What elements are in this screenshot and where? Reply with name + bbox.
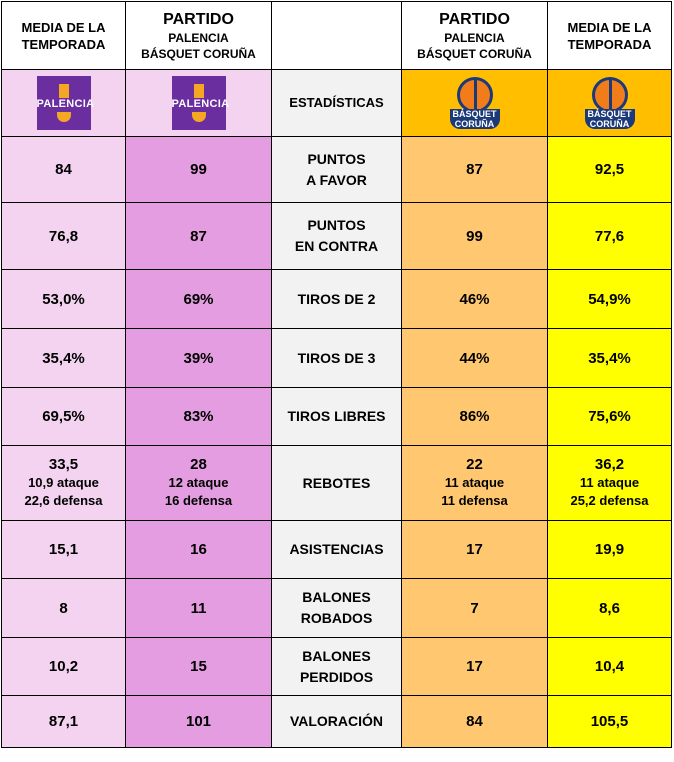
- palencia-season-value: 33,5 10,9 ataque 22,6 defensa: [1, 445, 126, 521]
- stat-row: 10,2 15 BALONES PERDIDOS 17 10,4: [1, 637, 672, 696]
- coruna-match-value: 84: [401, 695, 548, 748]
- header-match-palencia: PARTIDO PALENCIA BÁSQUET CORUÑA: [125, 1, 272, 70]
- palencia-logo-icon: PALENCIA: [171, 76, 229, 130]
- palencia-match-value: 11: [125, 578, 272, 638]
- stat-row: 87,1 101 VALORACIÓN 84 105,5: [1, 695, 672, 748]
- logo-cell: PALENCIA: [1, 69, 126, 137]
- palencia-match-value: 83%: [125, 387, 272, 446]
- stats-header-label: ESTADÍSTICAS: [289, 95, 384, 110]
- palencia-logo-icon: PALENCIA: [36, 76, 94, 130]
- header-text: MEDIA DE LA: [21, 19, 106, 35]
- stat-label: TIROS DE 2: [271, 269, 402, 329]
- header-season-avg-coruna: MEDIA DE LA TEMPORADA: [547, 1, 672, 70]
- stat-label: ASISTENCIAS: [271, 520, 402, 579]
- header-partido: PARTIDO: [439, 10, 510, 28]
- coruna-match-value: 44%: [401, 328, 548, 388]
- coruna-match-value: 17: [401, 637, 548, 696]
- palencia-match-value: 39%: [125, 328, 272, 388]
- header-team: BÁSQUET CORUÑA: [417, 46, 532, 61]
- coruna-season-value: 92,5: [547, 136, 672, 203]
- palencia-match-value: 101: [125, 695, 272, 748]
- logo-cell: BÁSQUET CORUÑA: [401, 69, 548, 137]
- palencia-season-value: 35,4%: [1, 328, 126, 388]
- coruna-season-value: 77,6: [547, 202, 672, 270]
- stat-row: 33,5 10,9 ataque 22,6 defensa 28 12 ataque 1…: [1, 445, 672, 521]
- coruna-season-value: 8,6: [547, 578, 672, 638]
- stat-row: 35,4% 39% TIROS DE 3 44% 35,4%: [1, 328, 672, 388]
- header-team: PALENCIA: [444, 30, 505, 45]
- coruna-match-value: 87: [401, 136, 548, 203]
- header-blank: [271, 1, 402, 70]
- stat-label: TIROS LIBRES: [271, 387, 402, 446]
- header-text: TEMPORADA: [567, 36, 652, 52]
- header-text: TEMPORADA: [21, 36, 106, 52]
- stats-header-cell: ESTADÍSTICAS: [271, 69, 402, 137]
- coruna-match-value: 46%: [401, 269, 548, 329]
- stat-label: PUNTOS A FAVOR: [271, 136, 402, 203]
- stat-row: 8 11 BALONES ROBADOS 7 8,6: [1, 578, 672, 638]
- stat-label: BALONES ROBADOS: [271, 578, 402, 638]
- palencia-season-value: 15,1: [1, 520, 126, 579]
- coruna-season-value: 10,4: [547, 637, 672, 696]
- header-text: MEDIA DE LA: [567, 19, 652, 35]
- logo-cell: BÁSQUET CORUÑA: [547, 69, 672, 137]
- stat-label: TIROS DE 3: [271, 328, 402, 388]
- stat-label: BALONES PERDIDOS: [271, 637, 402, 696]
- stat-row: 69,5% 83% TIROS LIBRES 86% 75,6%: [1, 387, 672, 446]
- coruna-season-value: 36,2 11 ataque 25,2 defensa: [547, 445, 672, 521]
- coruna-season-value: 105,5: [547, 695, 672, 748]
- coruna-match-value: 17: [401, 520, 548, 579]
- coruna-logo-icon: BÁSQUET CORUÑA: [582, 75, 638, 131]
- palencia-season-value: 87,1: [1, 695, 126, 748]
- stat-row: 15,1 16 ASISTENCIAS 17 19,9: [1, 520, 672, 579]
- header-team: PALENCIA: [168, 30, 229, 45]
- stat-row: 76,8 87 PUNTOS EN CONTRA 99 77,6: [1, 202, 672, 270]
- logo-row: PALENCIA PALENCIA ESTADÍSTICAS BÁSQUET CO…: [1, 69, 672, 137]
- coruna-logo-icon: BÁSQUET CORUÑA: [447, 75, 503, 131]
- coruna-match-value: 99: [401, 202, 548, 270]
- palencia-match-value: 15: [125, 637, 272, 696]
- palencia-season-value: 76,8: [1, 202, 126, 270]
- coruna-season-value: 35,4%: [547, 328, 672, 388]
- palencia-match-value: 16: [125, 520, 272, 579]
- logo-cell: PALENCIA: [125, 69, 272, 137]
- stat-label: REBOTES: [271, 445, 402, 521]
- header-match-coruna: PARTIDO PALENCIA BÁSQUET CORUÑA: [401, 1, 548, 70]
- coruna-season-value: 19,9: [547, 520, 672, 579]
- header-partido: PARTIDO: [163, 10, 234, 28]
- header-row: MEDIA DE LA TEMPORADA PARTIDO PALENCIA B…: [1, 1, 672, 70]
- coruna-season-value: 75,6%: [547, 387, 672, 446]
- coruna-match-value: 22 11 ataque 11 defensa: [401, 445, 548, 521]
- header-team: BÁSQUET CORUÑA: [141, 46, 256, 61]
- header-season-avg-palencia: MEDIA DE LA TEMPORADA: [1, 1, 126, 70]
- palencia-season-value: 84: [1, 136, 126, 203]
- palencia-season-value: 69,5%: [1, 387, 126, 446]
- stats-table: MEDIA DE LA TEMPORADA PARTIDO PALENCIA B…: [1, 1, 672, 748]
- palencia-season-value: 53,0%: [1, 269, 126, 329]
- palencia-season-value: 8: [1, 578, 126, 638]
- coruna-match-value: 86%: [401, 387, 548, 446]
- coruna-season-value: 54,9%: [547, 269, 672, 329]
- palencia-match-value: 69%: [125, 269, 272, 329]
- stat-label: PUNTOS EN CONTRA: [271, 202, 402, 270]
- stat-row: 53,0% 69% TIROS DE 2 46% 54,9%: [1, 269, 672, 329]
- coruna-match-value: 7: [401, 578, 548, 638]
- palencia-season-value: 10,2: [1, 637, 126, 696]
- palencia-match-value: 28 12 ataque 16 defensa: [125, 445, 272, 521]
- palencia-match-value: 87: [125, 202, 272, 270]
- stat-row: 84 99 PUNTOS A FAVOR 87 92,5: [1, 136, 672, 203]
- stat-label: VALORACIÓN: [271, 695, 402, 748]
- palencia-match-value: 99: [125, 136, 272, 203]
